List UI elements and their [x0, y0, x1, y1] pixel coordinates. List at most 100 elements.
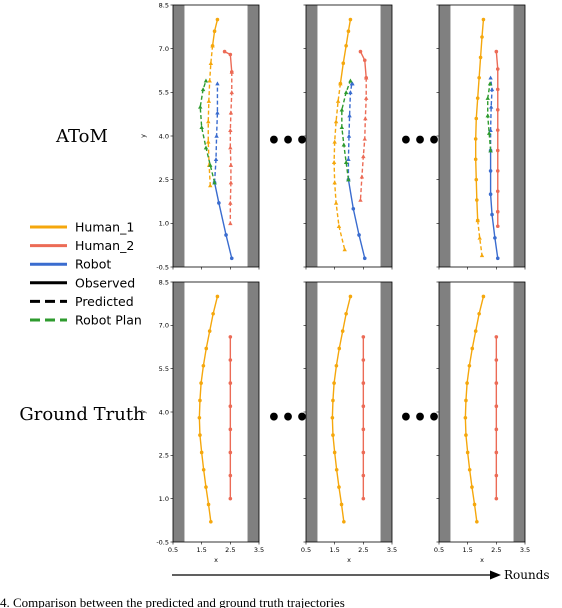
human-1-observed-point [332, 450, 337, 455]
series-human-2 [228, 335, 233, 501]
human-1-predicted-point [332, 139, 337, 144]
human-2-observed-point [361, 427, 366, 432]
robot-plan-predicted-line [199, 80, 216, 183]
y-tick-label: 2.5 [159, 452, 169, 460]
human-1-observed-point [201, 363, 206, 368]
series-human-2 [361, 335, 366, 501]
robot-plan-predicted-point [348, 78, 353, 83]
robot-plan-predicted-point [487, 81, 493, 86]
axes-frame [438, 281, 526, 543]
human-2-predicted-point [361, 154, 366, 159]
panels-layer: -0.5 1.0 2.5 4.0 5.5 7.0 8.5 y -0.5 1.0 2.5 4.0 5.5 7… [139, 1, 530, 564]
robot-plan-predicted-point [343, 160, 349, 164]
human-1-observed-point [209, 519, 213, 524]
y-tick-label: 8.5 [159, 1, 169, 9]
human-2-predicted-point [228, 145, 233, 150]
human-1-predicted-point [333, 119, 339, 124]
series-robot-plan [198, 78, 217, 185]
series-human-1 [331, 17, 353, 252]
ellipsis-atom-2: ••• [399, 128, 441, 154]
y-tick-label: 7.0 [159, 45, 169, 53]
human-1-predicted-point [208, 183, 213, 188]
x-tick-label: 3.5 [520, 546, 530, 554]
human-2-observed-point [494, 358, 499, 362]
human-1-predicted-point [475, 218, 480, 223]
series-human-2 [358, 49, 369, 202]
robot-observed-line [489, 150, 499, 259]
human-1-observed-point [481, 294, 486, 299]
robot-observed-point [488, 192, 493, 197]
human-2-predicted-point [228, 180, 234, 185]
y-tick-label: 4.0 [159, 408, 169, 416]
robot-predicted-point [488, 104, 494, 109]
legend: Human_1 Human_2 Robot Observed Predicted Robo… [30, 220, 142, 328]
series-robot-plan [485, 81, 493, 153]
robot-plan-predicted-point [485, 113, 490, 118]
human-2-observed-point [494, 335, 499, 339]
legend-label-robot-plan: Robot Plan [75, 313, 142, 328]
robot-observed-point [362, 256, 367, 261]
human-1-observed-point [474, 177, 479, 182]
human-1-observed-point [331, 398, 335, 403]
human-2-observed-line [495, 51, 499, 227]
human-1-observed-point [339, 502, 344, 507]
robot-observed-point [490, 212, 494, 217]
human-1-predicted-point [479, 253, 485, 258]
human-1-observed-point [464, 433, 468, 437]
robot-observed-point [351, 206, 356, 211]
y-tick-label: -0.5 [156, 538, 169, 546]
x-tick-label: 2.5 [358, 546, 368, 554]
robot-plan-predicted-point [485, 95, 490, 100]
series-human-2 [494, 335, 499, 501]
robot-plan-predicted-point [212, 180, 217, 185]
human-1-observed-point [206, 502, 211, 507]
human-1-observed-point [197, 415, 202, 420]
x-axis-label: x [214, 556, 218, 564]
human-1-observed-point [475, 519, 479, 524]
human-1-observed-point [478, 55, 483, 60]
x-tick-label: 0.5 [434, 546, 444, 554]
row-label-atom: AToM [55, 126, 108, 147]
human-2-observed-point [494, 473, 499, 478]
human-1-observed-point [330, 415, 335, 420]
robot-predicted-point [346, 133, 352, 138]
figure-caption: 4. Comparison between the predicted and … [0, 596, 345, 608]
y-tick-label: 5.5 [159, 365, 169, 373]
robot-predicted-line [213, 83, 219, 183]
human-1-observed-point [348, 17, 353, 22]
human-1-observed-point [211, 311, 215, 316]
robot-plan-predicted-point [199, 125, 204, 130]
human-2-predicted-point [228, 110, 234, 115]
human-1-observed-point [198, 398, 202, 403]
human-1-observed-line [464, 296, 485, 522]
human-1-observed-point [480, 35, 484, 39]
wall-right [380, 5, 392, 267]
human-1-observed-point [332, 381, 336, 385]
series-human-2 [494, 49, 500, 229]
panel-5: 0.5 1.5 2.5 3.5 x [301, 281, 397, 564]
row-label-ground-truth: Ground Truth [19, 404, 145, 425]
human-1-observed-point [477, 311, 481, 316]
robot-predicted-point [347, 113, 352, 118]
x-tick-label: 2.5 [491, 546, 501, 554]
robot-plan-predicted-point [343, 90, 349, 95]
human-1-observed-point [199, 450, 204, 455]
human-2-observed-point [494, 49, 499, 54]
human-2-observed-point [361, 450, 366, 455]
human-1-observed-point [344, 311, 348, 316]
wall-right [247, 282, 259, 542]
human-2-observed-point [228, 496, 233, 501]
human-1-observed-point [337, 485, 341, 489]
human-1-predicted-point [210, 43, 215, 48]
human-2-observed-point [228, 427, 233, 432]
human-1-predicted-point [338, 81, 343, 86]
x-tick-label: 1.5 [196, 546, 206, 554]
human-1-observed-point [215, 17, 220, 22]
wall-right [513, 282, 525, 542]
legend-label-human-1: Human_1 [75, 220, 134, 235]
human-2-observed-point [495, 209, 500, 214]
wall-left [439, 282, 451, 542]
wall-left [439, 5, 451, 267]
human-1-observed-point [475, 96, 480, 100]
human-2-predicted-line [229, 71, 233, 224]
